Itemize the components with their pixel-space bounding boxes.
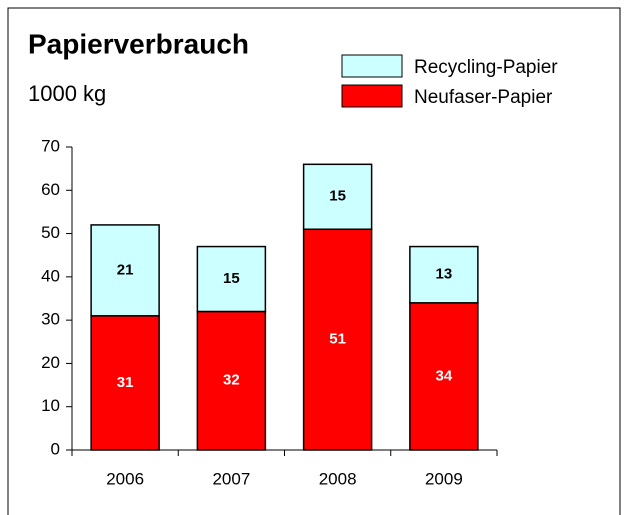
bar-segment	[409, 245, 479, 304]
x-tick-label: 2007	[212, 469, 250, 488]
chart-title: Papierverbrauch	[28, 28, 249, 59]
y-tick-label: 30	[41, 310, 60, 329]
y-tick-label: 70	[41, 136, 60, 155]
data-label: 15	[329, 188, 346, 205]
bar-segment	[302, 228, 373, 451]
bar-segment	[90, 224, 160, 317]
x-tick-label: 2008	[319, 469, 357, 488]
y-tick-label: 0	[51, 439, 60, 458]
y-tick-label: 20	[41, 353, 60, 372]
x-tick-label: 2006	[106, 469, 144, 488]
data-label: 32	[223, 372, 240, 389]
data-label: 31	[117, 374, 134, 391]
bar-segment	[196, 245, 267, 313]
x-tick-label: 2009	[425, 469, 463, 488]
chart-frame	[7, 7, 621, 515]
y-tick-label: 40	[41, 266, 60, 285]
data-label: 13	[436, 266, 453, 283]
y-tick-label: 50	[41, 223, 60, 242]
legend-label: Recycling-Papier	[414, 57, 558, 78]
bar-segment	[302, 163, 373, 230]
legend-swatch	[341, 54, 403, 78]
data-label: 21	[117, 261, 134, 278]
legend-label: Neufaser-Papier	[414, 87, 553, 108]
legend-swatch	[341, 84, 403, 108]
data-label: 15	[223, 270, 240, 287]
bar-segment	[90, 315, 160, 451]
bar-segment	[409, 302, 479, 451]
data-label: 51	[329, 331, 346, 348]
y-tick-label: 60	[41, 180, 60, 199]
y-tick-label: 10	[41, 396, 60, 415]
data-label: 34	[436, 367, 453, 384]
chart-subtitle: 1000 kg	[28, 81, 106, 106]
